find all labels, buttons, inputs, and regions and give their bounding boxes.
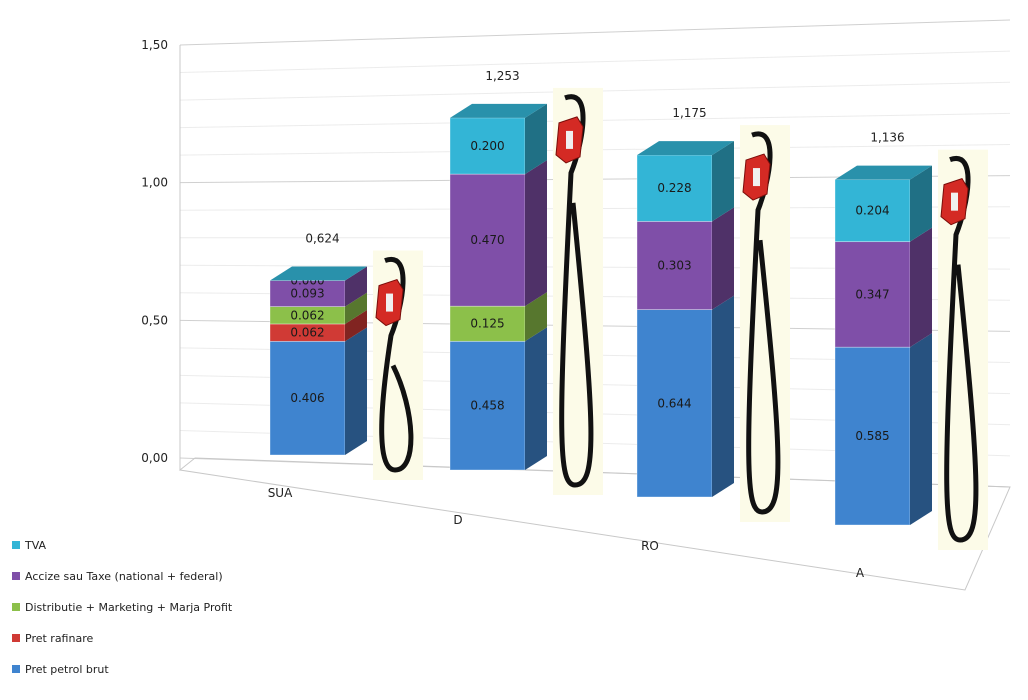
x-tick-label: RO xyxy=(641,539,659,553)
bar-side xyxy=(712,296,734,497)
y-tick-label: 1,50 xyxy=(141,38,168,52)
data-label: 0.062 xyxy=(290,308,324,322)
data-label: 0.228 xyxy=(657,181,691,195)
data-label: 0.200 xyxy=(470,139,504,153)
data-label: 0.347 xyxy=(855,287,889,301)
total-label: 1,175 xyxy=(672,106,706,120)
data-label: 0.303 xyxy=(657,259,691,273)
legend-swatch xyxy=(12,634,20,642)
y-tick-label: 0,50 xyxy=(141,313,168,327)
bar-side xyxy=(712,141,734,221)
bar-side xyxy=(525,160,547,306)
x-tick-label: SUA xyxy=(268,486,293,500)
data-label: 0.470 xyxy=(470,233,504,247)
legend-label: Pret petrol brut xyxy=(25,663,109,676)
total-label: 0,624 xyxy=(305,231,339,245)
legend-swatch xyxy=(12,603,20,611)
bar-side xyxy=(910,228,932,347)
data-label: 0.093 xyxy=(290,287,324,301)
data-label: 0.125 xyxy=(470,317,504,331)
data-label: 0.458 xyxy=(470,399,504,413)
legend-label: Accize sau Taxe (national + federal) xyxy=(25,570,223,583)
pump-window xyxy=(753,168,760,186)
data-label: 0.062 xyxy=(290,326,324,340)
pump-window xyxy=(566,131,573,149)
legend-swatch xyxy=(12,665,20,673)
legend-swatch xyxy=(12,541,20,549)
bar-side xyxy=(525,327,547,470)
data-label: 0.406 xyxy=(290,391,324,405)
legend-label: Distributie + Marketing + Marja Profit xyxy=(25,601,233,614)
legend-label: Pret rafinare xyxy=(25,632,93,645)
pump-window xyxy=(386,294,393,312)
total-label: 1,253 xyxy=(485,69,519,83)
x-tick-label: A xyxy=(856,566,865,580)
x-tick-label: D xyxy=(453,513,462,527)
legend-swatch xyxy=(12,572,20,580)
bar-side xyxy=(910,333,932,525)
bar-side xyxy=(345,327,367,455)
legend-label: TVA xyxy=(24,539,47,552)
y-tick-label: 1,00 xyxy=(141,176,168,190)
data-label: 0.585 xyxy=(855,429,889,443)
bar-side xyxy=(712,207,734,309)
pump-window xyxy=(951,193,958,211)
y-tick-label: 0,00 xyxy=(141,451,168,465)
data-label: 0.644 xyxy=(657,396,691,410)
data-label: 0.204 xyxy=(855,204,889,218)
total-label: 1,136 xyxy=(870,131,904,145)
